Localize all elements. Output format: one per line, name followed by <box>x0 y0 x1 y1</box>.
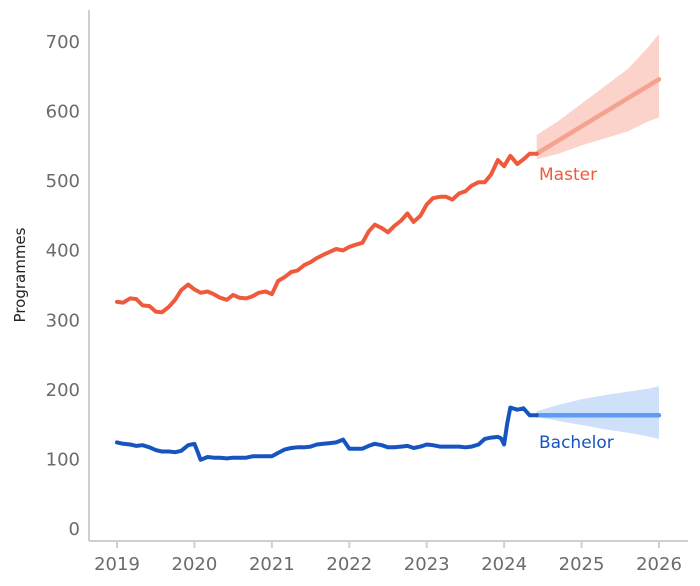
y-tick-label: 600 <box>46 102 80 123</box>
x-tick-label: 2026 <box>636 554 682 575</box>
x-tick-label: 2023 <box>404 554 450 575</box>
bachelor-series-label: Bachelor <box>539 433 614 453</box>
master-series-label: Master <box>539 165 597 185</box>
series-labels: Master Bachelor <box>539 165 614 453</box>
master-forecast-band <box>536 34 659 160</box>
y-tick-label: 0 <box>69 519 80 540</box>
y-tick-label: 400 <box>46 241 80 262</box>
bachelor-forecast-band <box>536 386 659 439</box>
x-tick-label: 2021 <box>249 554 295 575</box>
chart-axes: 0 100 200 300 400 500 600 700 2019 2020 2021 2022 20… <box>46 10 688 575</box>
x-tick-label: 2024 <box>481 554 527 575</box>
y-tick-label: 300 <box>46 310 80 331</box>
x-tick-label: 2019 <box>94 554 140 575</box>
x-tick-label: 2025 <box>559 554 605 575</box>
y-axis-title: Programmes <box>11 227 29 322</box>
series-lines <box>115 77 662 462</box>
master-forecast-line <box>534 77 662 156</box>
y-tick-label: 100 <box>46 449 80 470</box>
y-tick-label: 700 <box>46 32 80 53</box>
y-tick-label: 200 <box>46 380 80 401</box>
y-tick-label: 500 <box>46 171 80 192</box>
x-tick-label: 2020 <box>172 554 218 575</box>
x-tick-label: 2022 <box>326 554 372 575</box>
bachelor-series-line <box>115 405 539 462</box>
master-series-line <box>115 151 539 315</box>
forecast-bands <box>536 34 659 439</box>
